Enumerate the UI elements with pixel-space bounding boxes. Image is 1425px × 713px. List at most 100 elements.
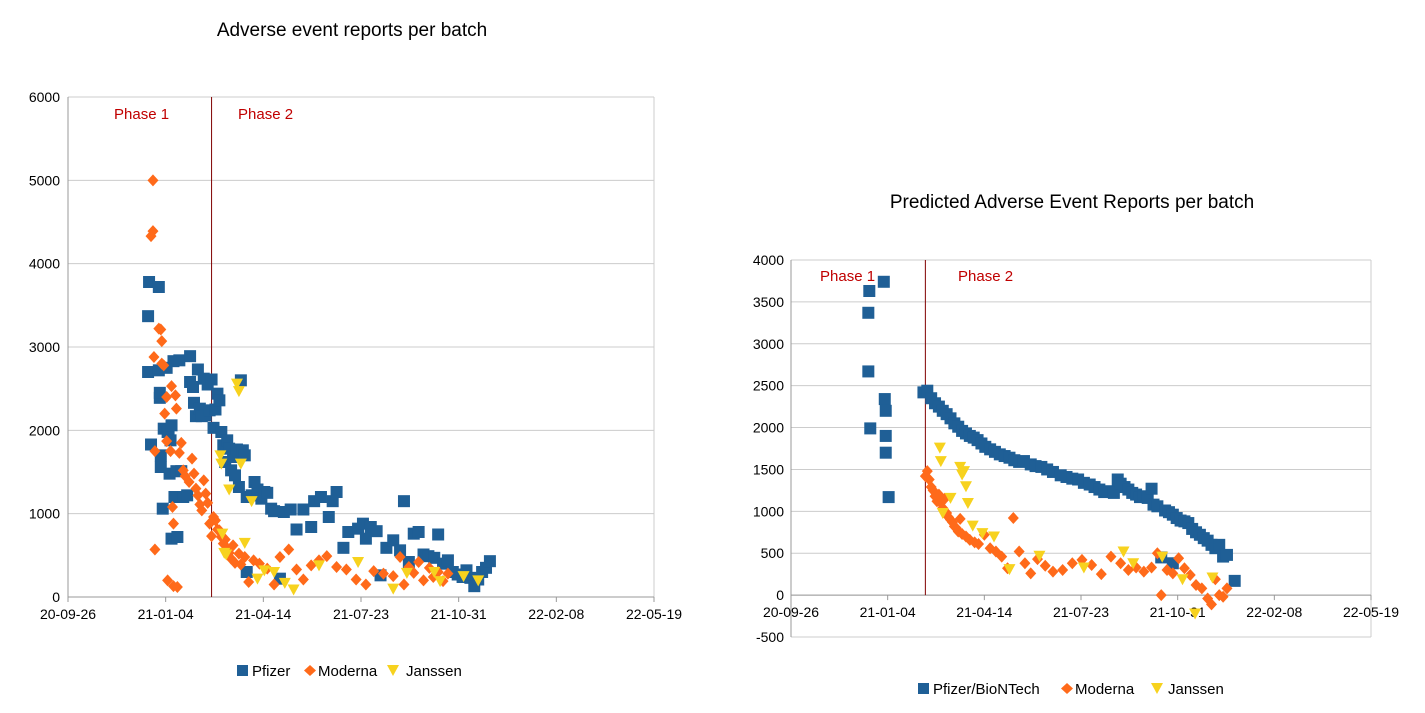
left-moderna-point-36 xyxy=(202,496,214,509)
left-janssen-point-20 xyxy=(428,567,441,578)
left-janssen-point-15 xyxy=(287,584,300,596)
left-pfizer-point-32 xyxy=(191,363,204,376)
left-moderna-point-35 xyxy=(200,487,212,500)
left-pfizer-point-69 xyxy=(284,503,297,516)
left-pfizer-point-96 xyxy=(432,528,445,541)
right-janssen-point-0 xyxy=(933,442,946,454)
left-janssen-point-9 xyxy=(238,537,251,549)
left-moderna-point-68 xyxy=(350,573,362,586)
right-x-tick-label: 21-10-31 xyxy=(1150,604,1206,620)
right-janssen-point-7 xyxy=(959,481,972,493)
right-moderna-point-29 xyxy=(1007,512,1019,525)
left-janssen-point-22 xyxy=(457,571,470,583)
left-pfizer-point-51 xyxy=(229,469,242,482)
right-y-tick-label: -500 xyxy=(756,629,784,645)
left-y-tick-label: 5000 xyxy=(29,172,60,188)
right-janssen-point-15 xyxy=(1117,546,1130,558)
left-moderna-point-60 xyxy=(283,543,295,556)
left-janssen-point-18 xyxy=(387,583,400,595)
left-x-tick-label: 21-10-31 xyxy=(431,606,487,622)
left-moderna-point-3 xyxy=(148,351,160,363)
left-moderna-point-12 xyxy=(161,391,173,403)
left-x-tick-label: 21-07-23 xyxy=(333,606,389,622)
left-moderna-point-72 xyxy=(387,570,399,583)
right-janssen-point-10 xyxy=(976,528,989,540)
left-pfizer-point-79 xyxy=(342,526,355,538)
left-chart-title: Adverse event reports per batch xyxy=(217,20,487,41)
right-y-tick-label: 4000 xyxy=(753,252,784,268)
left-legend: Pfizer Moderna Janssen xyxy=(237,663,462,680)
right-moderna-point-48 xyxy=(1155,589,1167,602)
right-pfizer-biontech-point-2 xyxy=(862,365,875,378)
left-moderna-point-29 xyxy=(188,467,200,480)
left-moderna-point-31 xyxy=(192,489,204,502)
left-pfizer-point-82 xyxy=(359,532,372,545)
left-moderna-point-21 xyxy=(170,402,182,415)
right-x-tick-label: 20-09-26 xyxy=(763,604,819,620)
left-phase-1-label: Phase 1 xyxy=(114,106,169,123)
right-pfizer-biontech-point-5 xyxy=(878,393,891,406)
right-moderna-point-42 xyxy=(1115,557,1127,570)
right-moderna-point-34 xyxy=(1039,559,1051,572)
right-janssen-point-6 xyxy=(958,466,971,478)
right-y-tick-label: 500 xyxy=(761,545,785,561)
right-moderna-point-30 xyxy=(1013,545,1025,558)
right-y-tick-label: 3000 xyxy=(753,336,784,352)
right-moderna-point-51 xyxy=(1173,552,1185,565)
left-moderna-point-73 xyxy=(394,551,406,563)
right-legend-janssen-marker xyxy=(1151,683,1163,694)
left-moderna-point-22 xyxy=(171,581,183,593)
left-moderna-point-67 xyxy=(340,563,352,576)
left-moderna-point-23 xyxy=(173,446,185,459)
right-legend-pfizer-label: Pfizer/BioNTech xyxy=(933,681,1040,698)
left-moderna-point-5 xyxy=(149,543,161,556)
right-pfizer-biontech-point-3 xyxy=(864,422,877,435)
left-pfizer-point-88 xyxy=(394,544,407,557)
left-y-tick-label: 0 xyxy=(52,589,60,605)
right-phase-2-label: Phase 2 xyxy=(958,268,1013,285)
right-moderna-point-40 xyxy=(1095,568,1107,581)
left-legend-janssen-label: Janssen xyxy=(406,663,462,680)
left-moderna-point-58 xyxy=(268,578,280,591)
left-pfizer-point-75 xyxy=(322,511,335,523)
left-pfizer-point-56 xyxy=(238,449,251,462)
right-janssen-point-17 xyxy=(1156,551,1169,563)
left-pfizer-point-39 xyxy=(205,373,218,386)
left-moderna-point-28 xyxy=(186,452,198,465)
left-janssen-point-11 xyxy=(251,573,264,585)
left-y-tick-label: 6000 xyxy=(29,89,60,105)
left-y-tick-label: 1000 xyxy=(29,506,60,522)
right-janssen-point-13 xyxy=(1033,550,1046,562)
left-moderna-point-14 xyxy=(162,574,174,587)
left-pfizer-point-89 xyxy=(397,495,410,508)
left-pfizer-point-70 xyxy=(290,523,303,536)
left-chart: Adverse event reports per batch 0 1000 200… xyxy=(29,20,682,680)
left-moderna-point-65 xyxy=(321,550,333,563)
left-moderna-point-9 xyxy=(156,335,168,348)
left-janssen-point-8 xyxy=(234,458,247,470)
left-pfizer-point-53 xyxy=(232,481,245,493)
left-moderna-point-70 xyxy=(368,565,380,578)
right-moderna-point-31 xyxy=(1019,557,1031,570)
left-moderna-point-7 xyxy=(155,323,167,336)
right-x-tick-label: 21-01-04 xyxy=(860,604,916,620)
right-pfizer-biontech-point-6 xyxy=(879,404,892,417)
left-janssen-point-6 xyxy=(230,378,243,390)
left-janssen-point-16 xyxy=(313,560,326,572)
left-moderna-point-33 xyxy=(196,504,208,517)
right-pfizer-biontech-point-50 xyxy=(1107,486,1120,499)
left-moderna-point-53 xyxy=(239,551,251,563)
right-moderna-point-52 xyxy=(1178,562,1190,575)
left-y-tick-label: 3000 xyxy=(29,339,60,355)
left-x-tick-label: 20-09-26 xyxy=(40,606,96,622)
right-pfizer-biontech-point-8 xyxy=(879,446,892,459)
left-pfizer-point-92 xyxy=(412,526,425,538)
left-janssen-point-19 xyxy=(400,567,413,579)
right-janssen-point-16 xyxy=(1127,558,1140,570)
left-janssen-point-13 xyxy=(268,567,281,578)
left-pfizer-point-1 xyxy=(142,310,155,323)
left-moderna-point-20 xyxy=(169,389,181,402)
right-y-tick-label: 2500 xyxy=(753,378,784,394)
right-moderna-point-50 xyxy=(1167,567,1179,580)
